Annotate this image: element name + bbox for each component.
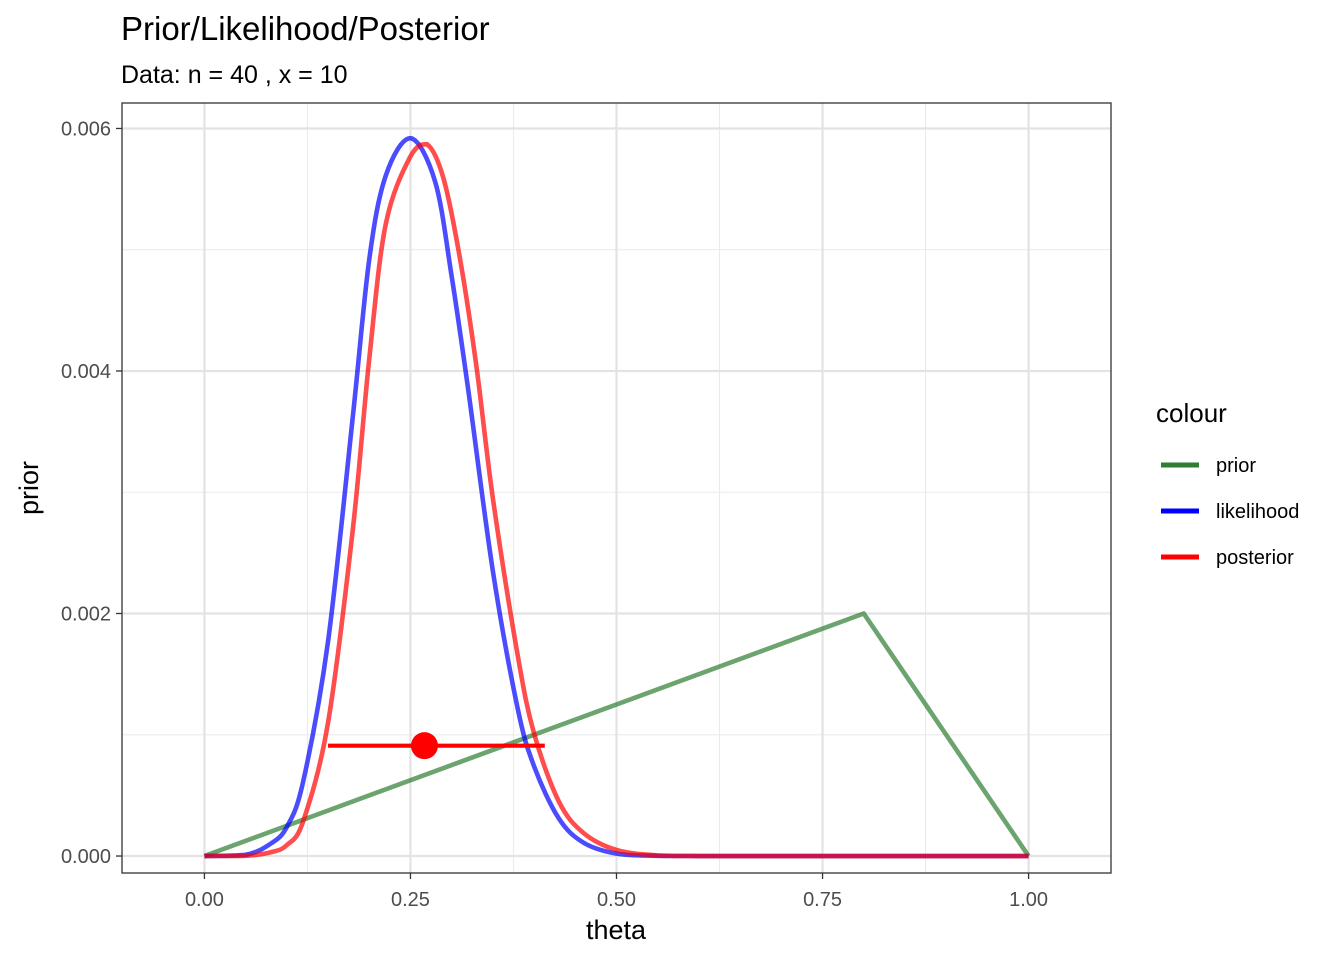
y-axis-title: prior: [14, 461, 44, 515]
legend-label-posterior: posterior: [1216, 547, 1294, 569]
posterior-point-estimate: [410, 732, 438, 760]
chart-subtitle: Data: n = 40 , x = 10: [121, 61, 348, 89]
legend-label-likelihood: likelihood: [1216, 501, 1299, 523]
axes: 0.00 0.25 0.50 0.75 1.00 0.000 0.002 0.004 0.006: [61, 118, 1048, 911]
chart-title: Prior/Likelihood/Posterior: [121, 10, 490, 47]
x-tick-label: 0.50: [597, 889, 636, 911]
x-tick-label: 0.75: [803, 889, 842, 911]
x-tick-label: 0.00: [185, 889, 224, 911]
legend-label-prior: prior: [1216, 455, 1256, 477]
legend-title: colour: [1156, 398, 1227, 428]
series-layer: [203, 135, 1031, 859]
y-tick-label: 0.004: [61, 361, 111, 383]
interval-layer: [328, 732, 545, 760]
grid: [122, 103, 1111, 873]
y-tick-label: 0.000: [61, 846, 111, 868]
series-prior-line: [203, 611, 1031, 859]
x-axis-title: theta: [586, 915, 647, 945]
x-tick-label: 1.00: [1009, 889, 1048, 911]
y-tick-label: 0.002: [61, 604, 111, 626]
legend: colour prior likelihood posterior: [1156, 398, 1299, 569]
y-tick-label: 0.006: [61, 118, 111, 140]
x-tick-label: 0.25: [391, 889, 430, 911]
series-posterior-line: [204, 141, 1029, 859]
